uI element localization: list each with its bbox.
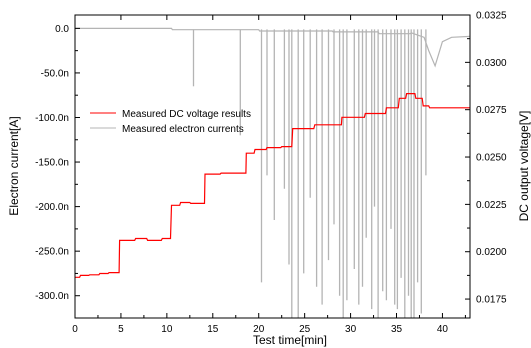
x-tick-label: 15 [207,324,219,335]
plot-area [75,27,471,318]
y-right-tick-label: 0.0200 [476,247,507,258]
series-voltage-line [75,93,470,278]
x-tick-label: 30 [345,324,357,335]
x-tick-label: 10 [161,324,173,335]
y-right-tick-label: 0.0225 [476,200,507,211]
y-right-tick-label: 0.0250 [476,153,507,164]
legend-label-voltage: Measured DC voltage results [122,109,251,120]
x-tick-label: 20 [253,324,265,335]
plot-frame [74,14,471,319]
y-right-tick-label: 0.0300 [476,58,507,69]
y-right-tick-label: 0.0325 [476,11,507,22]
y-left-tick-label: -100.0n [35,113,69,124]
y-left-tick-label: -250.0n [35,247,69,258]
y-left-tick-label: 0.0 [55,24,69,35]
x-tick-label: 25 [299,324,311,335]
x-tick-label: 5 [118,324,124,335]
y-left-tick-label: -50.0n [41,68,69,79]
y-left-tick-label: -150.0n [35,158,69,169]
x-tick-label: 0 [72,324,78,335]
y-right-tick-label: 0.0275 [476,105,507,116]
series-current-baseline [75,27,471,68]
y-left-tick-label: -200.0n [35,202,69,213]
legend: Measured DC voltage results Measured ele… [90,109,251,135]
y-axis-left-label: Electron current[A] [7,116,21,215]
x-axis-label: Test time[min] [253,333,327,347]
y-left-tick-label: -300.0n [35,291,69,302]
x-tick-label: 35 [391,324,403,335]
x-tick-label: 40 [437,324,449,335]
y-axis-right-label: DC output voltage[V] [517,111,531,222]
legend-label-current: Measured electron currents [122,124,244,135]
y-right-tick-label: 0.0175 [476,295,507,306]
axes: 0 5 10 15 20 25 30 35 40 0.0 -50.0n -100.0n -150.0n -… [35,11,507,336]
